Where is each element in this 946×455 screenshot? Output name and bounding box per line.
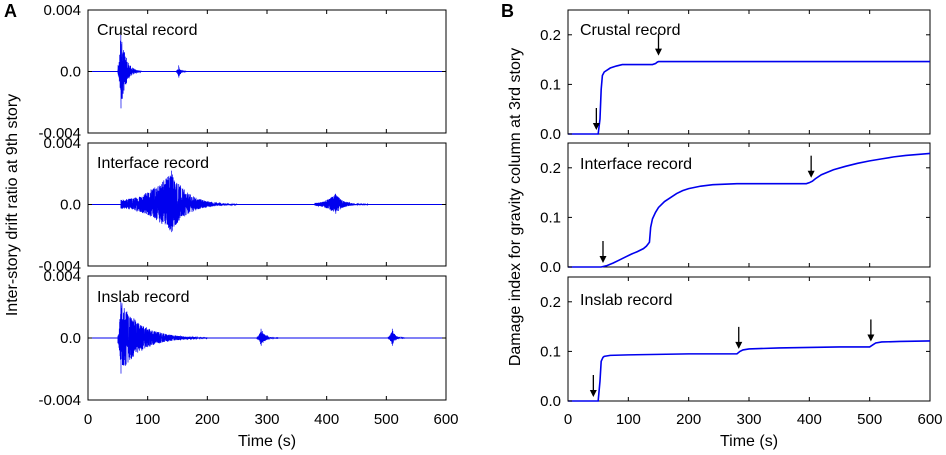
panel-a-subplot-3-burst-1 [117,300,208,374]
panel-a-subplot-1-ytick-label-1: 0.004 [43,2,81,19]
panel-b-subplot-3-line [568,340,931,402]
panel-a-xtick-label-2: 100 [135,411,160,428]
panel-b-subplot-2-label: Interface record [580,156,692,173]
panel-a-data [88,29,446,374]
panel-b-xtick-label-3: 200 [676,411,701,428]
panel-b-subplot-2-line [568,152,931,268]
panel-a-subplot-1-label: Crustal record [97,22,197,39]
panel-a-subplot-2-burst-1 [120,170,238,233]
panel-b-data [568,60,931,402]
panel-b-subplot-1-ytick-label-3: 0.0 [540,126,561,143]
panel-b-subplot-3-label: Inslab record [580,292,673,309]
panel-b-subplot-3-ytick-label-3: 0.0 [540,393,561,410]
panel-b-subplot-1-ytick-label-1: 0.2 [540,27,561,44]
panel-a: 0.0040.0-0.0040.0040.0-0.0040.0040.0-0.0… [4,2,459,450]
panel-b-xtick-label-4: 300 [736,411,761,428]
panel-b-arrows [589,33,875,397]
panel-a-xtick-label-6: 500 [374,411,399,428]
panel-a-ticks: 0.0040.0-0.0040.0040.0-0.0040.0040.0-0.0… [38,2,458,428]
panel-b-subplot-1-arrow-1-head [592,123,600,130]
panel-b-xtick-label-5: 400 [797,411,822,428]
panel-a-y-axis-label: Inter-story drift ratio at 9th story [4,94,21,316]
panel-a-subplot-2-ytick-label-2: 0.0 [60,197,81,214]
panel-a-xtick-label-1: 0 [84,411,92,428]
panel-a-subplot-1-burst-2 [175,65,187,78]
panel-a-subplot-3-label: Inslab record [97,289,190,306]
panel-b-subplot-2-ytick-label-1: 0.2 [540,160,561,177]
panel-a-subplot-2-ytick-label-1: 0.004 [43,135,81,152]
panel-a-subplot-1-burst-1 [117,29,143,109]
panel-a-subplot-3-ytick-label-3: -0.004 [38,392,81,409]
panel-a-xtick-label-3: 200 [195,411,220,428]
panel-b-subplot-1-line [568,60,930,135]
panel-b-subplot-1-label: Crustal record [580,22,680,39]
panel-b-x-axis-label: Time (s) [720,433,778,450]
panel-a-subplot-1-ytick-label-3: -0.004 [38,125,81,142]
panel-b-xtick-label-2: 100 [616,411,641,428]
panel-letter-a: A [4,1,17,21]
panel-a-subplot-2-burst-2 [314,193,369,214]
panel-a-subplot-2-label: Interface record [97,155,209,172]
panel-a-x-axis-label: Time (s) [238,433,296,450]
panel-b-subplot-2-ytick-label-3: 0.0 [540,259,561,276]
panel-a-subplot-3-burst-2 [256,328,280,346]
panel-b-subplot-2-ytick-label-2: 0.1 [540,209,561,226]
panel-b-xtick-label-6: 500 [857,411,882,428]
panel-b-subplot-3-arrow-2-head [735,341,743,349]
panel-b-subplot-3-arrow-3-head [867,334,875,342]
panel-a-subplot-3-ytick-label-1: 0.004 [43,268,81,285]
panel-a-subplot-3-burst-3 [387,328,405,346]
panel-b-xtick-label-7: 600 [917,411,942,428]
panel-b-xtick-label-1: 0 [564,411,572,428]
panel-b-y-axis-label: Damage index for gravity column at 3rd s… [507,48,524,366]
panel-a-xtick-label-5: 400 [314,411,339,428]
panel-b-subplot-3-ytick-label-2: 0.1 [540,343,561,360]
panel-b-subplot-2-arrow-1-head [599,256,607,263]
panel-a-xtick-label-4: 300 [254,411,279,428]
panel-b-subplot-1-ytick-label-2: 0.1 [540,76,561,93]
panel-a-subplot-1-ytick-label-2: 0.0 [60,64,81,81]
panel-b-subplot-3-ytick-label-1: 0.2 [540,294,561,311]
panel-b: 0.20.10.00.20.10.00.20.10.00 100 200 300 400… [507,9,943,450]
panel-a-xtick-label-7: 600 [433,411,458,428]
panel-b-ticks: 0.20.10.00.20.10.00.20.10.00 100 200 300 400… [540,10,943,428]
panel-a-subplot-3-ytick-label-2: 0.0 [60,330,81,347]
panel-letter-b: B [501,1,514,21]
panel-a-subplot-2-ytick-label-3: -0.004 [38,258,81,275]
panel-b-subplot-1-arrow-2-head [655,48,662,56]
panel-b-subplot-3-arrow-1-head [589,390,597,397]
panel-b-subplot-2-arrow-2-head [807,170,815,178]
